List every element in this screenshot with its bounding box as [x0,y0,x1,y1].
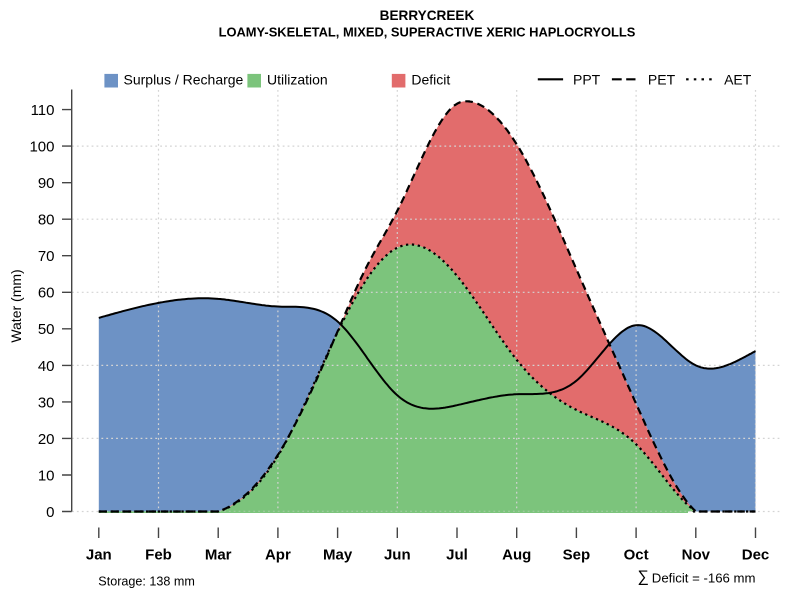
svg-text:100: 100 [29,139,54,156]
svg-text:110: 110 [31,102,55,119]
svg-text:Deficit: Deficit [411,72,450,88]
svg-text:Storage: 138 mm: Storage: 138 mm [98,574,195,588]
svg-text:Jul: Jul [446,547,468,564]
svg-text:LOAMY-SKELETAL, MIXED, SUPERAC: LOAMY-SKELETAL, MIXED, SUPERACTIVE XERIC… [219,25,636,40]
svg-text:30: 30 [38,394,55,411]
svg-text:70: 70 [38,248,55,265]
svg-text:∑Deficit = -166 mm: ∑ Deficit = -166 mm [637,569,755,586]
svg-text:20: 20 [38,431,55,448]
svg-text:PPT: PPT [573,72,601,88]
svg-text:Jun: Jun [384,547,411,564]
svg-text:Aug: Aug [502,547,531,564]
svg-text:Dec: Dec [742,547,770,564]
svg-text:Oct: Oct [624,547,649,564]
svg-text:BERRYCREEK: BERRYCREEK [380,8,475,23]
svg-text:Sep: Sep [563,547,591,564]
svg-text:Nov: Nov [682,547,711,564]
svg-text:Mar: Mar [205,547,232,564]
svg-text:50: 50 [38,321,55,338]
svg-text:Surplus / Recharge: Surplus / Recharge [124,72,244,88]
svg-text:60: 60 [38,285,55,302]
svg-text:90: 90 [38,175,55,192]
svg-text:Utilization: Utilization [267,72,328,88]
svg-text:0: 0 [46,504,54,521]
svg-text:40: 40 [38,358,55,375]
svg-text:PET: PET [648,72,676,88]
svg-text:May: May [323,547,353,564]
svg-text:AET: AET [724,72,752,88]
svg-text:Apr: Apr [265,547,291,564]
svg-text:Feb: Feb [145,547,172,564]
svg-text:Jan: Jan [86,547,112,564]
svg-text:10: 10 [38,467,55,484]
svg-text:Water (mm): Water (mm) [8,269,24,342]
svg-text:80: 80 [38,212,55,229]
